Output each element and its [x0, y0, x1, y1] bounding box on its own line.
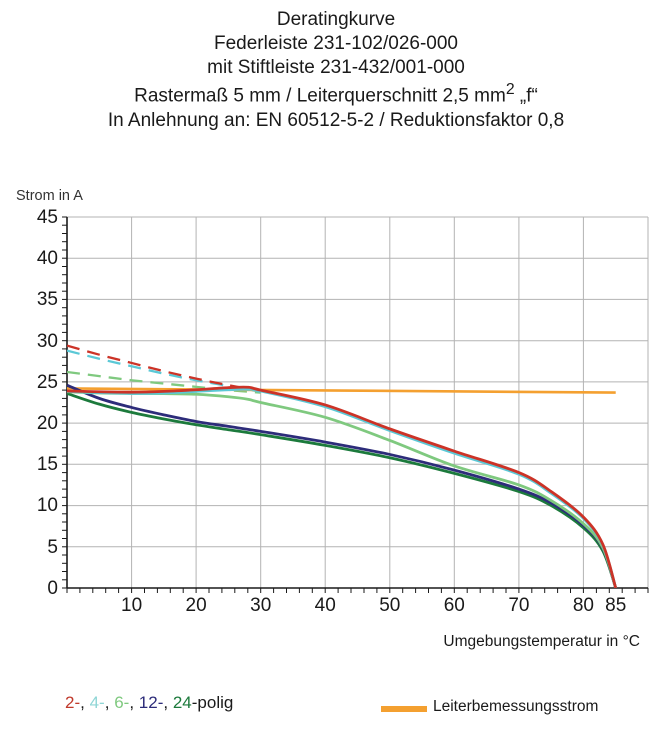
svg-text:40: 40 — [37, 248, 58, 269]
svg-text:45: 45 — [37, 207, 58, 228]
svg-text:20: 20 — [186, 595, 207, 616]
svg-text:25: 25 — [37, 372, 58, 393]
svg-text:10: 10 — [37, 495, 58, 516]
svg-text:0: 0 — [47, 578, 58, 599]
svg-text:85: 85 — [605, 595, 626, 616]
svg-text:15: 15 — [37, 454, 58, 475]
svg-text:70: 70 — [508, 595, 529, 616]
svg-text:35: 35 — [37, 289, 58, 310]
svg-text:40: 40 — [315, 595, 336, 616]
svg-text:50: 50 — [379, 595, 400, 616]
svg-text:30: 30 — [250, 595, 271, 616]
svg-text:60: 60 — [444, 595, 465, 616]
svg-text:10: 10 — [121, 595, 142, 616]
svg-text:20: 20 — [37, 413, 58, 434]
svg-text:5: 5 — [47, 537, 58, 558]
svg-text:80: 80 — [573, 595, 594, 616]
svg-text:30: 30 — [37, 331, 58, 352]
